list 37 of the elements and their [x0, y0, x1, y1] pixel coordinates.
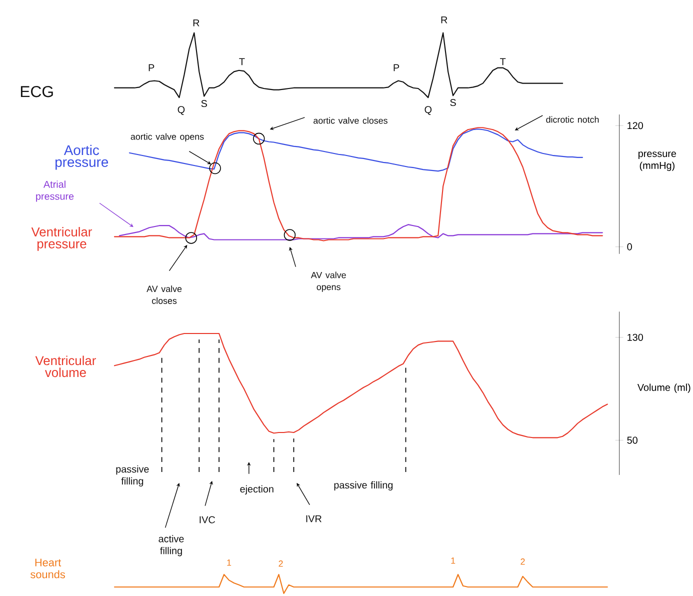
text: IVC	[200, 516, 215, 524]
text: R	[193, 19, 200, 26]
text: R	[441, 16, 448, 24]
text: 1	[227, 559, 232, 566]
series-label: Ventricular pressure	[31, 226, 92, 251]
y-axis-title: Volume (ml)	[637, 383, 690, 393]
annotation: Q	[178, 106, 185, 115]
text: AV valve opens	[310, 271, 346, 292]
annotation: dicrotic notch	[546, 116, 599, 123]
text: Heart sounds	[30, 558, 65, 578]
text: 2	[520, 558, 525, 564]
annotation: Q	[424, 106, 432, 115]
annotation: aortic valve opens	[130, 133, 204, 142]
y-axis-title: pressure (mmHg)	[638, 151, 676, 171]
text: ejection	[240, 485, 274, 494]
text: 1	[451, 557, 456, 564]
y-tick-label: 0	[627, 243, 632, 250]
series-label: Ventricular volume	[35, 356, 96, 377]
annotation: P	[148, 64, 154, 71]
y-tick-label: 50	[627, 436, 638, 444]
text: S	[450, 98, 456, 106]
text: ECG	[20, 86, 53, 98]
y-tick-label: 130	[628, 334, 643, 341]
annotation: P	[394, 64, 400, 71]
text: active filling	[158, 534, 184, 556]
text: Atrial pressure	[36, 180, 74, 202]
series-label: Aortic pressure	[56, 144, 108, 170]
y-tick-label: 120	[628, 122, 643, 129]
text: passive filling	[334, 481, 393, 490]
annotation: passive filling	[116, 465, 149, 486]
text: 2	[278, 560, 283, 566]
text: IVR	[306, 515, 322, 522]
text: AV valve closes	[146, 285, 182, 304]
text: S	[201, 100, 207, 107]
annotation: T	[239, 58, 245, 65]
annotation: aortic valve closes	[314, 116, 388, 124]
annotation: T	[500, 58, 506, 65]
